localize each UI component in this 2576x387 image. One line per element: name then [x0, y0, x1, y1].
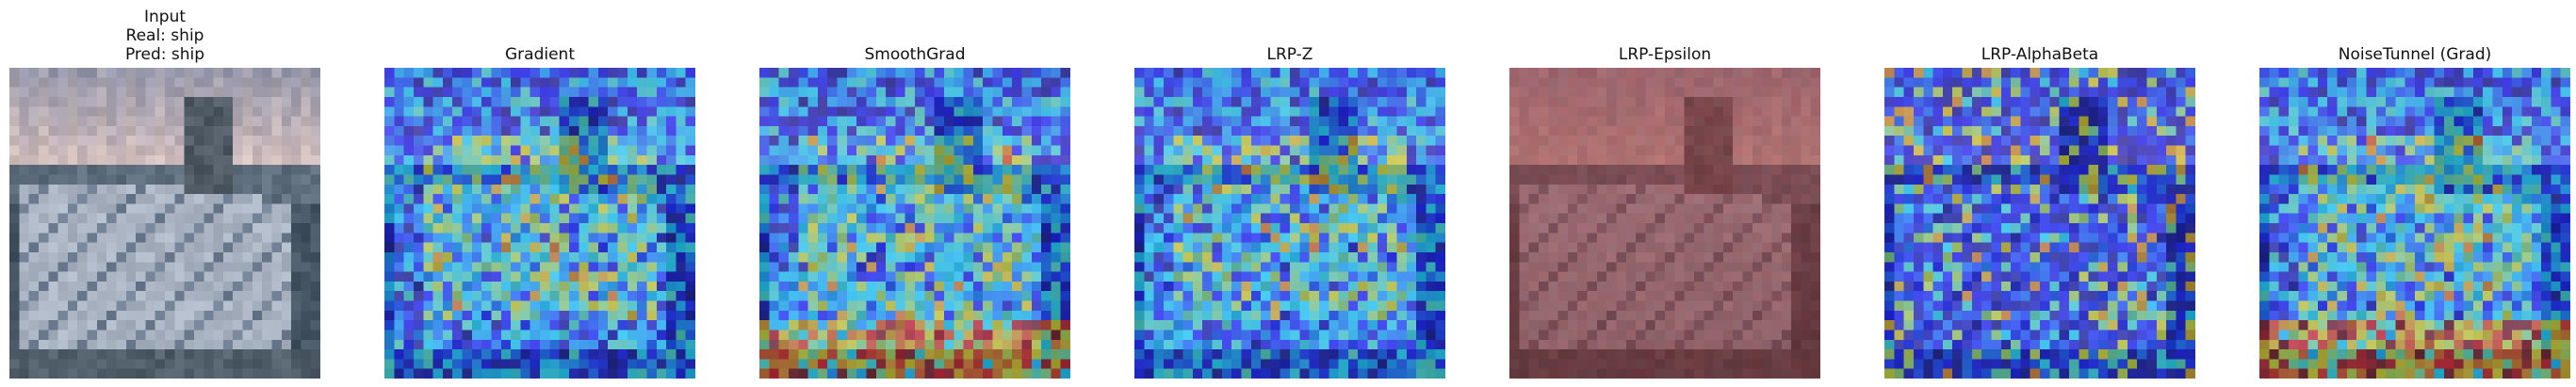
- input-image: [9, 68, 320, 379]
- panel-title: NoiseTunnel (Grad): [2338, 45, 2492, 64]
- panel-title: Gradient: [505, 45, 575, 64]
- attribution-heatmap: [1884, 68, 2195, 379]
- attribution-heatmap: [1134, 68, 1445, 379]
- attribution-heatmap: [1509, 68, 1820, 379]
- attribution-heatmap: [759, 68, 1070, 379]
- panel-smoothgrad: SmoothGrad: [759, 0, 1070, 387]
- panel-title-line: Real: ship: [125, 26, 204, 45]
- panel-title-line: Pred: ship: [124, 45, 205, 64]
- panel-lrp-z: LRP-Z: [1134, 0, 1445, 387]
- panel-title: LRP-Epsilon: [1618, 45, 1712, 64]
- panel-lrp-epsilon: LRP-Epsilon: [1509, 0, 1820, 387]
- panel-title: Input Real: ship Pred: ship: [9, 8, 320, 64]
- panel-title-line: Input: [143, 8, 187, 26]
- panel-title: SmoothGrad: [864, 45, 966, 64]
- panel-input: Input Real: ship Pred: ship: [9, 0, 320, 387]
- panel-title: LRP-AlphaBeta: [1981, 45, 2099, 64]
- panel-gradient: Gradient: [384, 0, 695, 387]
- attribution-heatmap: [2259, 68, 2570, 379]
- attribution-heatmap: [384, 68, 695, 379]
- panel-lrp-alphabeta: LRP-AlphaBeta: [1884, 0, 2195, 387]
- panel-noisetunnel-grad: NoiseTunnel (Grad): [2259, 0, 2570, 387]
- panel-title: LRP-Z: [1266, 45, 1313, 64]
